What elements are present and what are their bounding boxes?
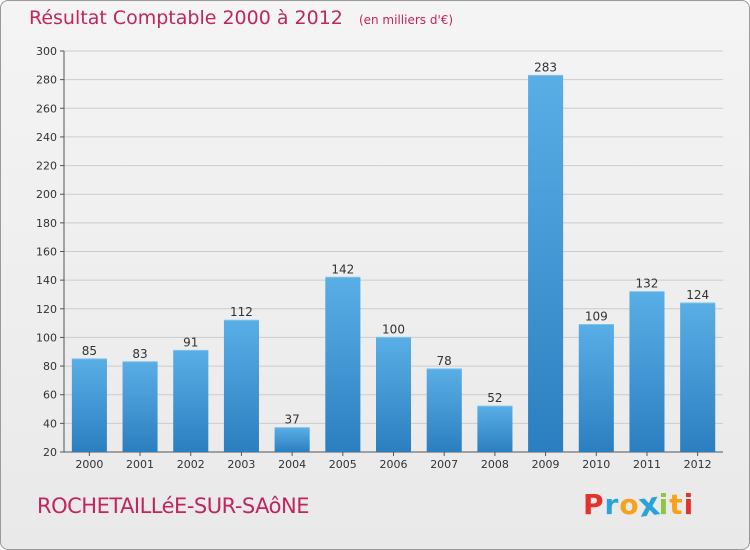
- value-label-2007: 78: [437, 354, 452, 368]
- bar-2011: [629, 291, 665, 452]
- value-label-2002: 91: [183, 335, 198, 349]
- bar-2004: [274, 427, 310, 452]
- bar-2001: [122, 361, 158, 452]
- commune-name: ROCHETAILLéE-SUR-SAôNE: [37, 494, 309, 518]
- value-label-2005: 142: [331, 262, 354, 276]
- x-tick-label-2006: 2006: [380, 458, 408, 471]
- y-tick-label-200: 200: [36, 188, 57, 201]
- x-tick-label-2009: 2009: [532, 458, 560, 471]
- y-tick-label-100: 100: [36, 331, 57, 344]
- x-tick-label-2007: 2007: [430, 458, 458, 471]
- bar-2002: [173, 350, 209, 452]
- bar-2003: [223, 320, 259, 452]
- y-tick-label-80: 80: [43, 360, 57, 373]
- y-tick-label-180: 180: [36, 217, 57, 230]
- x-tick-label-2004: 2004: [278, 458, 306, 471]
- logo-letter-6: i: [683, 488, 695, 521]
- y-tick-label-240: 240: [36, 131, 57, 144]
- y-tick-label-20: 20: [43, 446, 57, 459]
- value-label-2001: 83: [132, 347, 147, 361]
- x-tick-label-2002: 2002: [177, 458, 205, 471]
- bar-2009: [528, 75, 564, 452]
- y-tick-label-220: 220: [36, 160, 57, 173]
- value-label-2004: 37: [284, 413, 299, 427]
- x-tick-label-2000: 2000: [75, 458, 103, 471]
- logo-letter-2: o: [619, 488, 640, 521]
- x-tick-label-2008: 2008: [481, 458, 509, 471]
- bar-2007: [426, 368, 462, 452]
- chart-unit-label: (en milliers d'€): [358, 13, 454, 27]
- value-label-2003: 112: [230, 305, 253, 319]
- bar-2006: [376, 337, 411, 452]
- x-tick-label-2005: 2005: [329, 458, 357, 471]
- labels: 20 40 60 80 100 120 140 160 180 200 220 240 260 280 30…: [36, 45, 712, 471]
- value-label-2006: 100: [382, 322, 405, 336]
- y-tick-label-280: 280: [36, 74, 57, 87]
- y-tick-label-120: 120: [36, 303, 57, 316]
- bar-2000: [71, 358, 107, 452]
- bar-2012: [680, 303, 716, 452]
- logo-letter-0: P: [583, 488, 605, 521]
- bar-2008: [477, 406, 513, 452]
- value-label-2010: 109: [585, 310, 608, 324]
- bars: [71, 74, 716, 452]
- x-tick-label-2011: 2011: [633, 458, 661, 471]
- y-tick-label-160: 160: [36, 246, 57, 259]
- value-label-2000: 85: [82, 344, 97, 358]
- logo-letter-5: t: [669, 488, 684, 521]
- chart-title: Résultat Comptable 2000 à 2012 (en milli…: [29, 7, 453, 29]
- y-tick-label-140: 140: [36, 274, 57, 287]
- logo-letter-4: i: [658, 488, 670, 521]
- value-label-2009: 283: [534, 60, 557, 74]
- y-tick-label-300: 300: [36, 45, 57, 58]
- value-label-2012: 124: [686, 288, 709, 302]
- value-label-2008: 52: [487, 391, 502, 405]
- chart-title-text: Résultat Comptable 2000 à 2012: [29, 7, 343, 29]
- x-tick-label-2010: 2010: [582, 458, 610, 471]
- proxiti-logo[interactable]: Proxiti: [583, 484, 695, 525]
- y-tick-label-260: 260: [36, 102, 57, 115]
- x-tick-label-2003: 2003: [227, 458, 255, 471]
- value-label-2011: 132: [636, 277, 659, 291]
- x-tick-label-2012: 2012: [684, 458, 712, 471]
- x-tick-label-2001: 2001: [126, 458, 154, 471]
- bar-2005: [325, 277, 361, 452]
- y-tick-label-40: 40: [43, 417, 57, 430]
- logo-letter-3: x: [635, 484, 663, 525]
- bar-2010: [578, 324, 614, 452]
- y-tick-label-60: 60: [43, 389, 57, 402]
- logo-letter-1: r: [604, 488, 620, 521]
